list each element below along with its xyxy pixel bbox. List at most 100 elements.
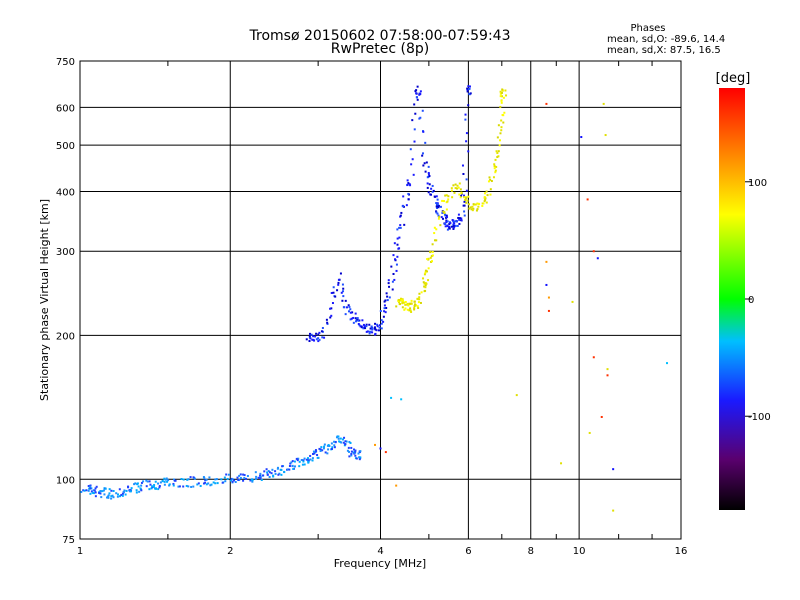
data-point [463,204,466,207]
data-point [148,480,151,483]
data-point [344,313,347,316]
data-point [401,205,404,208]
data-point [341,299,344,302]
data-point [150,487,153,490]
data-point [321,449,324,452]
data-point [378,326,381,329]
data-point [365,325,368,328]
data-point [281,465,284,468]
colorbar-label: [deg] [716,71,751,86]
data-point [312,450,315,453]
data-point [392,272,395,275]
data-point [154,480,157,483]
data-point [413,128,416,131]
data-point [212,481,215,484]
data-point [493,167,496,170]
data-point [451,219,454,222]
data-point [321,336,324,339]
data-point [83,489,86,492]
data-point [277,473,280,476]
data-point [453,191,456,194]
data-point [161,479,164,482]
data-point [89,484,92,487]
data-point [266,473,269,476]
data-point [343,436,346,439]
data-point [199,485,202,488]
data-point [276,467,279,470]
phase-stats-o: mean, sd,O: -89.6, 14.4 [607,34,725,45]
data-point [337,283,340,286]
data-point [451,196,454,199]
data-point [108,492,111,495]
data-point [266,471,269,474]
data-point [112,490,115,493]
data-point [349,441,352,444]
data-point [433,226,436,229]
data-point [504,89,507,92]
data-point [356,318,359,321]
colorbar-ticks: 100 0 -100 [745,178,771,423]
data-point [612,509,615,512]
data-point [466,87,469,90]
data-point [445,208,448,211]
data-point [459,188,462,191]
data-point [465,197,468,200]
y-tick-label: 600 [56,103,75,114]
data-point [423,285,426,288]
data-point [401,298,404,301]
data-point [393,278,396,281]
data-point [297,457,300,460]
data-point [421,109,424,112]
data-point [496,152,499,155]
data-point [399,224,402,227]
data-point [305,458,308,461]
data-point [467,150,470,153]
data-point [271,468,274,471]
data-point [115,492,118,495]
data-point [354,317,357,320]
data-point [499,105,502,108]
data-point [398,236,401,239]
data-point [408,183,411,186]
data-point [447,195,450,198]
data-point [353,448,356,451]
data-point [298,460,301,463]
data-point [419,90,422,93]
data-point [158,486,161,489]
data-point [515,394,518,397]
data-point [348,455,351,458]
data-point [318,331,321,334]
data-point [545,102,548,105]
data-point [242,479,245,482]
data-point [446,228,449,231]
data-point [440,216,443,219]
data-point [492,176,495,179]
data-point [463,210,466,213]
data-point [393,242,396,245]
data-point [354,320,357,323]
data-point [94,487,97,490]
data-point [437,204,440,207]
data-point [163,483,166,486]
data-point [400,299,403,302]
data-point [251,480,254,483]
data-point [164,478,167,481]
data-point [294,465,297,468]
data-point [435,211,438,214]
data-point [329,316,332,319]
data-point [433,232,436,235]
data-point [439,205,442,208]
data-point [309,458,312,461]
data-point [362,327,365,330]
data-point [319,449,322,452]
data-point [87,485,90,488]
x-tick-label: 16 [675,546,688,557]
colorbar-tick-label: -100 [748,412,771,423]
data-point [413,103,416,106]
data-point [101,490,104,493]
data-point [356,317,359,320]
data-point [380,322,383,325]
data-point [348,305,351,308]
data-point [408,309,411,312]
data-point [125,489,128,492]
